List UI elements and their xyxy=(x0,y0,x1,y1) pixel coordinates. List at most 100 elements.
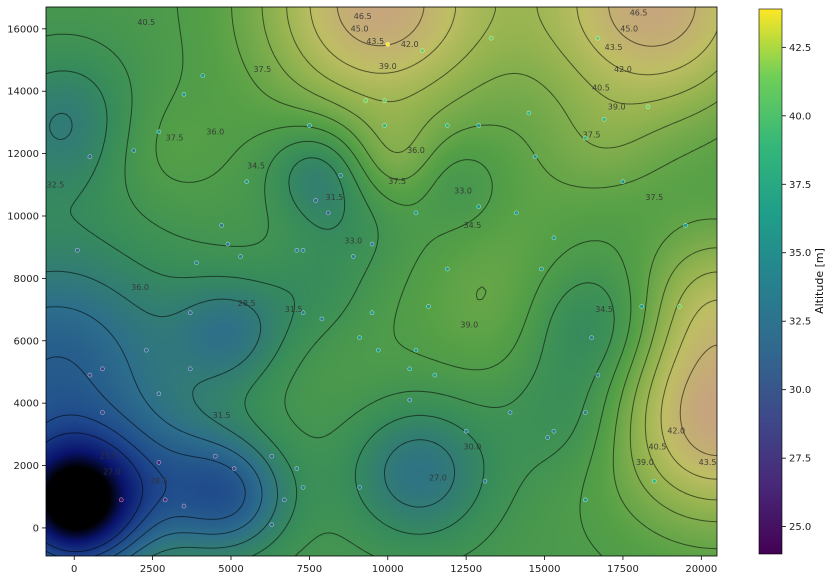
sample-point xyxy=(589,335,594,340)
x-tick-label: 15000 xyxy=(529,564,561,575)
sample-point xyxy=(407,397,413,403)
sample-point xyxy=(87,372,93,378)
contour-label: 27.0 xyxy=(103,467,121,476)
y-tick-label: 10000 xyxy=(7,211,39,222)
y-tick-label: 16000 xyxy=(7,24,39,35)
sample-point xyxy=(338,173,344,178)
sample-point xyxy=(350,254,356,259)
y-tick-label: 8000 xyxy=(14,274,39,285)
x-tick-label: 7500 xyxy=(297,564,322,575)
colorbar-tick-label: 40.0 xyxy=(789,111,811,122)
sample-point xyxy=(407,366,413,372)
sample-points xyxy=(75,35,688,528)
contour-level-31-5 xyxy=(46,112,456,556)
sample-point xyxy=(369,310,375,315)
contour-label: 39.0 xyxy=(608,102,626,111)
y-tick-label: 4000 xyxy=(14,399,39,410)
contour-level-39 xyxy=(261,7,717,523)
sample-point xyxy=(281,497,287,503)
sample-point xyxy=(620,179,626,184)
heatmap-fill xyxy=(46,7,717,556)
x-tick-label: 2500 xyxy=(140,564,165,575)
contour-label: 36.0 xyxy=(131,283,149,292)
y-tick-label: 2000 xyxy=(14,461,39,472)
contour-label: 34.5 xyxy=(595,305,613,314)
sample-point xyxy=(426,304,431,309)
sample-point xyxy=(645,104,651,110)
sample-point xyxy=(463,428,469,434)
y-tick-label: 12000 xyxy=(7,149,39,160)
y-tick-label: 14000 xyxy=(7,87,39,98)
sample-point xyxy=(583,135,588,141)
sample-point xyxy=(238,254,243,259)
sample-point xyxy=(595,372,601,378)
sample-point xyxy=(507,410,513,415)
contour-label: 34.5 xyxy=(464,221,482,230)
contour-label: 34.5 xyxy=(247,162,265,171)
sample-point xyxy=(294,466,300,471)
sample-point xyxy=(413,210,419,216)
sample-point xyxy=(357,335,362,340)
x-axis: 0 2500 5000 7500 10000 12500 15000 17500 20000 xyxy=(71,556,717,575)
contour-label: 30.0 xyxy=(464,442,482,451)
contour-label: 31.5 xyxy=(285,305,303,314)
sample-point xyxy=(476,123,482,128)
sample-point xyxy=(200,73,206,78)
colorbar-tick-label: 27.5 xyxy=(789,454,811,465)
contour-label: 45.0 xyxy=(351,24,369,33)
contour-level-30 xyxy=(46,306,263,556)
sample-point xyxy=(219,223,224,228)
colorbar-tick-label: 37.5 xyxy=(789,180,811,191)
sample-point xyxy=(382,123,387,128)
contour-level-36 xyxy=(155,7,632,556)
sample-point xyxy=(595,35,601,41)
sample-point xyxy=(181,92,187,97)
contour-label: 43.5 xyxy=(699,458,717,467)
contour-label: 37.5 xyxy=(166,134,184,143)
sample-point xyxy=(583,497,588,503)
sample-point xyxy=(545,435,550,440)
contour-level-28-5 xyxy=(46,356,246,556)
sample-point xyxy=(363,98,369,103)
contour-label: 40.5 xyxy=(592,84,610,93)
sample-point xyxy=(488,35,494,41)
sample-point xyxy=(244,179,249,184)
contour-label: 42.0 xyxy=(667,427,685,436)
sample-point xyxy=(413,347,419,353)
sample-point xyxy=(75,248,80,253)
sample-point xyxy=(300,310,306,315)
sample-point xyxy=(225,241,231,247)
y-tick-label: 0 xyxy=(33,523,39,534)
sample-point xyxy=(551,428,557,434)
contour-label: 37.5 xyxy=(583,130,601,139)
contour-label: 43.5 xyxy=(366,37,384,46)
sample-point xyxy=(369,241,375,247)
y-axis: 0 2000 4000 6000 8000 10000 12000 14000 16000 xyxy=(7,24,46,534)
sample-point xyxy=(319,316,325,322)
contour-label: 36.0 xyxy=(206,127,224,136)
sample-point xyxy=(683,223,688,228)
sample-point xyxy=(100,366,105,372)
sample-point xyxy=(144,347,149,353)
sample-point xyxy=(476,204,482,209)
sample-point xyxy=(514,210,519,216)
contour-label: 27.0 xyxy=(429,474,447,483)
contour-label: 45.0 xyxy=(620,24,638,33)
contour-level-34-5 xyxy=(46,33,615,556)
sample-point xyxy=(583,410,588,415)
contour-label: 37.5 xyxy=(645,193,663,202)
sample-point xyxy=(187,310,193,315)
sample-point xyxy=(376,347,381,353)
sample-point xyxy=(100,410,105,415)
sample-point xyxy=(382,98,387,103)
contour-level-43-5 xyxy=(336,7,717,457)
colorbar xyxy=(758,8,783,555)
sample-point xyxy=(269,453,275,459)
colorbar-tick-label: 35.0 xyxy=(789,248,811,259)
sample-point xyxy=(307,123,312,128)
sample-point xyxy=(194,260,199,266)
colorbar-label: Altitude [m] xyxy=(813,248,826,314)
sample-point xyxy=(432,372,438,378)
contour-label: 43.5 xyxy=(605,43,623,52)
